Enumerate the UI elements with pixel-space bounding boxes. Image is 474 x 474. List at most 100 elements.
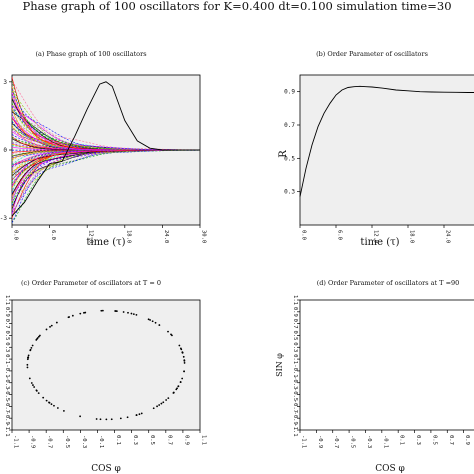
panel-c-point: [42, 396, 45, 399]
panel-c-point: [95, 418, 98, 420]
panel-d-ytick-label: -0.3: [292, 376, 298, 389]
panel-d-ytick-label: 0.5: [292, 330, 298, 340]
panel-a-series-line: [11, 98, 200, 151]
panel-a-series-line: [11, 149, 200, 157]
panel-b-xtick-label: 0.0: [301, 230, 307, 240]
panel-d-xtick-label: 0.9: [464, 435, 470, 445]
panel-c-points-group: [26, 309, 186, 421]
panel-c-xtick-label: 0.3: [132, 435, 138, 445]
panel-c-ytick-label: 0.1: [4, 354, 10, 364]
panel-c-oscillators-t0: (c) Order Parameter of oscillators at T …: [4, 279, 207, 474]
panel-c-ytick-label: 0.7: [4, 319, 10, 329]
panel-c-point: [158, 324, 161, 326]
panel-c-point: [181, 377, 184, 380]
panel-d-xtick-label: 0.3: [415, 435, 421, 445]
panel-c-point: [110, 418, 113, 421]
panel-c-xtick-label: 1.1: [201, 435, 207, 445]
panel-c-ytick-label: 1.1: [4, 295, 10, 305]
panel-c-point: [178, 344, 181, 347]
panel-a-ytick-label: 0: [3, 147, 7, 154]
panel-c-point: [68, 316, 71, 318]
panel-b-ytick-label: 0.7: [284, 122, 295, 129]
panel-b-order-line: [299, 85, 474, 197]
panel-a-series-line: [11, 102, 200, 151]
panel-c-point: [183, 359, 186, 362]
panel-c-ytick-label: -0.7: [4, 400, 10, 413]
panel-c-plot-area: [11, 299, 201, 431]
panel-c-point: [35, 389, 38, 392]
panel-a-series-group: [11, 77, 201, 223]
panel-c-point: [183, 362, 186, 364]
panel-c-ytick-label: -1.1: [4, 423, 10, 436]
panel-c-point: [55, 321, 58, 324]
panel-c-point: [27, 354, 30, 357]
panel-d-xtick-label: -0.9: [317, 435, 323, 448]
panel-c-xtick-label: -0.9: [30, 435, 36, 448]
panel-c-point: [105, 418, 108, 421]
panel-d-xtick-label: 0.5: [431, 435, 437, 445]
panel-d-ytick-label: 0.3: [292, 342, 298, 352]
panel-c-point: [26, 358, 29, 361]
panel-b-ytick-label: 0.9: [284, 89, 295, 96]
panel-a-xtick-label: 0.0: [13, 230, 19, 240]
panel-d-ytick-label: -0.1: [292, 364, 298, 377]
panel-c-point: [53, 404, 55, 407]
panel-c-point: [31, 344, 34, 347]
panel-c-point: [127, 311, 129, 314]
panel-c-point: [30, 346, 33, 349]
panel-d-ytick-label: 0.7: [292, 319, 298, 329]
panel-a-ticks: 0.0 6.0 12.0 18.0 24.0 30.0 -3 0 3: [0, 79, 207, 243]
panel-c-point: [101, 309, 104, 312]
panel-c-point: [79, 312, 82, 315]
panel-c-point: [63, 410, 65, 412]
panel-c-point: [29, 348, 32, 351]
panel-c-xtick-label: -1.1: [13, 435, 19, 448]
panel-c-point: [176, 387, 178, 390]
panel-a-xtick-label: 18.0: [125, 230, 131, 243]
panel-c-point: [48, 401, 50, 404]
panel-c-xtick-label: 0.7: [166, 435, 172, 445]
panel-c-point: [149, 319, 151, 321]
panel-c-point: [33, 386, 36, 388]
panel-c-point: [119, 417, 122, 420]
panel-a-xtick-label: 6.0: [50, 230, 56, 240]
panel-a-title: (a) Phase graph of 100 oscillators: [35, 50, 146, 58]
panel-b-ytick-label: 0.5: [284, 155, 295, 162]
panel-c-point: [45, 328, 48, 331]
panel-c-xtick-label: -0.3: [81, 435, 87, 448]
panel-a-ytick-label: 3: [3, 79, 7, 86]
panel-c-point: [135, 313, 138, 316]
panel-c-point: [28, 377, 31, 380]
panel-c-point: [183, 370, 185, 373]
panel-b-ylabel: R: [278, 150, 289, 158]
figure-title: Phase graph of 100 oscillators for K=0.4…: [22, 0, 451, 13]
panel-a-series-line: [11, 80, 200, 151]
panel-c-point: [100, 309, 103, 312]
panel-b-ytick-label: 0.3: [284, 189, 295, 196]
panel-c-ytick-label: -0.5: [4, 388, 10, 401]
panel-a-series-line: [11, 149, 200, 204]
panel-c-point: [79, 415, 82, 418]
panel-c-point: [130, 312, 133, 315]
panel-a-xtick-label: 30.0: [201, 230, 207, 243]
panel-d-ytick-label: -0.7: [292, 400, 298, 413]
panel-c-point: [56, 407, 59, 409]
panel-c-point: [132, 313, 135, 316]
panel-c-point: [26, 366, 29, 369]
panel-c-ytick-label: -0.9: [4, 412, 10, 425]
panel-a-series-line: [11, 80, 200, 151]
panel-c-point: [50, 324, 53, 327]
panel-d-ytick-label: 0.9: [292, 307, 298, 317]
panel-b-xtick-label: 24.0: [445, 230, 451, 243]
panel-c-point: [162, 401, 165, 404]
panel-d-ylabel: SIN φ: [275, 353, 284, 377]
panel-c-ytick-label: 0.5: [4, 330, 10, 340]
panel-c-point: [83, 311, 85, 314]
panel-a-ytick-label: -3: [0, 215, 7, 222]
panel-c-ytick-label: 0.3: [4, 342, 10, 352]
panel-c-point: [177, 385, 180, 388]
panel-c-xtick-label: -0.1: [98, 435, 104, 448]
panel-d-xtick-label: 0.7: [448, 435, 454, 445]
panel-b-xtick-label: 6.0: [337, 230, 343, 240]
